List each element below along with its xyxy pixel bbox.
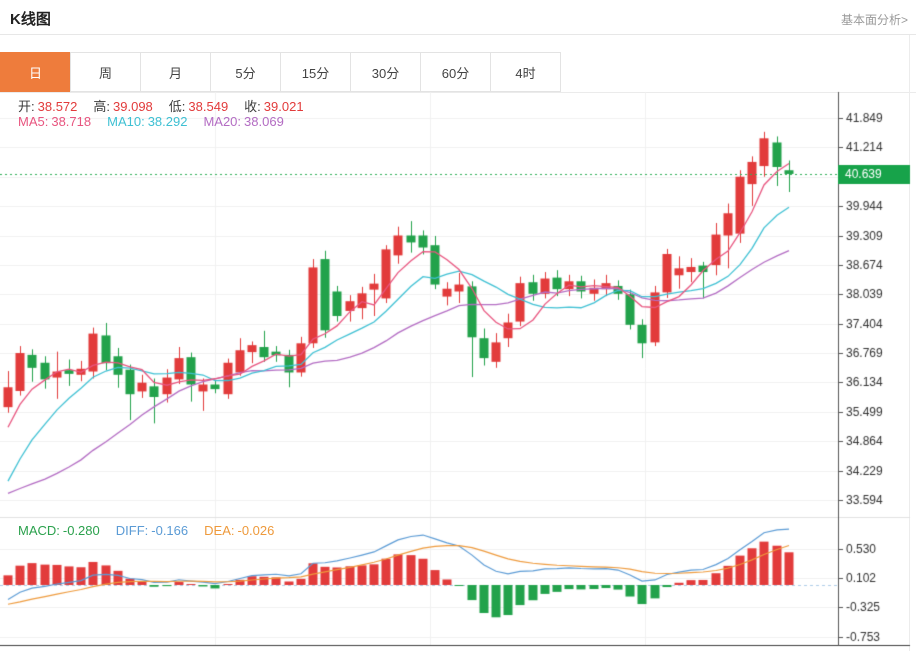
tab-30min[interactable]: 30分 (350, 52, 421, 92)
tab-4hour[interactable]: 4时 (490, 52, 561, 92)
tab-month[interactable]: 月 (140, 52, 211, 92)
tab-day[interactable]: 日 (0, 52, 71, 92)
tab-15min[interactable]: 15分 (280, 52, 351, 92)
tab-week[interactable]: 周 (70, 52, 141, 92)
tab-5min[interactable]: 5分 (210, 52, 281, 92)
period-tab-bar: 日周月 5分 15分 30分 60分 4时 (0, 52, 561, 92)
tab-60min[interactable]: 60分 (420, 52, 491, 92)
